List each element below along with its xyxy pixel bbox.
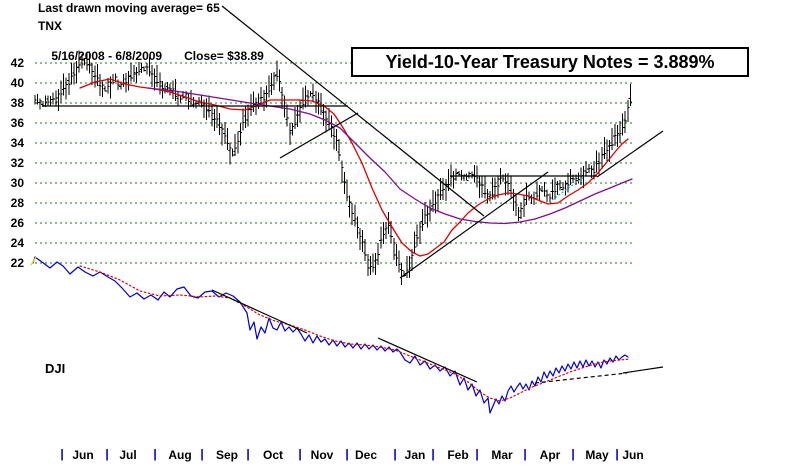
date-range-label: 5/16/2008 - 6/8/2009	[51, 49, 163, 63]
month-label: Aug	[168, 448, 192, 462]
month-separator: |	[571, 447, 575, 461]
dji-price-line	[32, 256, 629, 414]
y-tick-label: 22	[10, 256, 24, 270]
dji-trendline-sep	[211, 289, 308, 334]
y-tick-label: 30	[10, 176, 24, 190]
month-separator: |	[393, 447, 397, 461]
month-separator: |	[345, 447, 349, 461]
month-separator: |	[246, 447, 250, 461]
date-range-line: 5/16/2008 - 6/8/2009 Close= $38.89	[38, 35, 264, 77]
month-label: Mar	[491, 448, 513, 462]
symbol-label: TNX	[38, 19, 62, 33]
month-label: May	[585, 448, 609, 462]
month-separator: |	[298, 447, 302, 461]
title-box: Yield-10-Year Treasury Notes = 3.889%	[351, 47, 749, 77]
y-tick-label: 40	[10, 76, 24, 90]
dji-ma-line	[79, 265, 631, 402]
month-label: Nov	[310, 448, 334, 462]
y-tick-label: 26	[10, 216, 24, 230]
month-separator: |	[105, 447, 109, 461]
month-label: Dec	[354, 448, 378, 462]
y-tick-label: 38	[10, 96, 24, 110]
y-tick-label: 42	[10, 56, 24, 70]
y-tick-label: 24	[10, 236, 24, 250]
month-label: Jun	[622, 448, 644, 462]
y-tick-label: 32	[10, 156, 24, 170]
month-separator: |	[615, 447, 619, 461]
month-label: Jun	[72, 448, 94, 462]
month-separator: |	[475, 447, 479, 461]
y-tick-label: 34	[10, 136, 24, 150]
month-label: Oct	[262, 448, 284, 462]
month-separator: |	[60, 447, 64, 461]
dji-trendline-jun	[622, 366, 664, 374]
dji-trendline-jan	[377, 337, 478, 383]
month-separator: |	[153, 447, 157, 461]
month-label: Feb	[447, 448, 469, 462]
month-separator: |	[523, 447, 527, 461]
month-label: Jul	[119, 448, 137, 462]
ma-period-label: Last drawn moving average= 65	[38, 1, 220, 15]
y-tick-label: 28	[10, 196, 24, 210]
dji-label: DJI	[45, 361, 66, 376]
month-label: Sep	[215, 448, 239, 462]
dji-dashed-line	[534, 372, 628, 384]
ascending-trendline-may	[596, 130, 664, 178]
tnx-ma-fast-line	[79, 78, 629, 257]
close-price-label: Close= $38.89	[184, 49, 264, 63]
month-label: Apr	[539, 448, 561, 462]
cyan-dotted-segment	[551, 175, 586, 201]
month-separator: |	[431, 447, 435, 461]
month-separator: |	[200, 447, 204, 461]
ascending-trendline-jan	[399, 171, 549, 279]
dji-start-yellow-tick	[30, 256, 37, 266]
month-label: Jan	[404, 448, 426, 462]
descending-trendline	[221, 5, 485, 217]
y-tick-label: 36	[10, 116, 24, 130]
ascending-trendline-oct	[279, 112, 359, 159]
